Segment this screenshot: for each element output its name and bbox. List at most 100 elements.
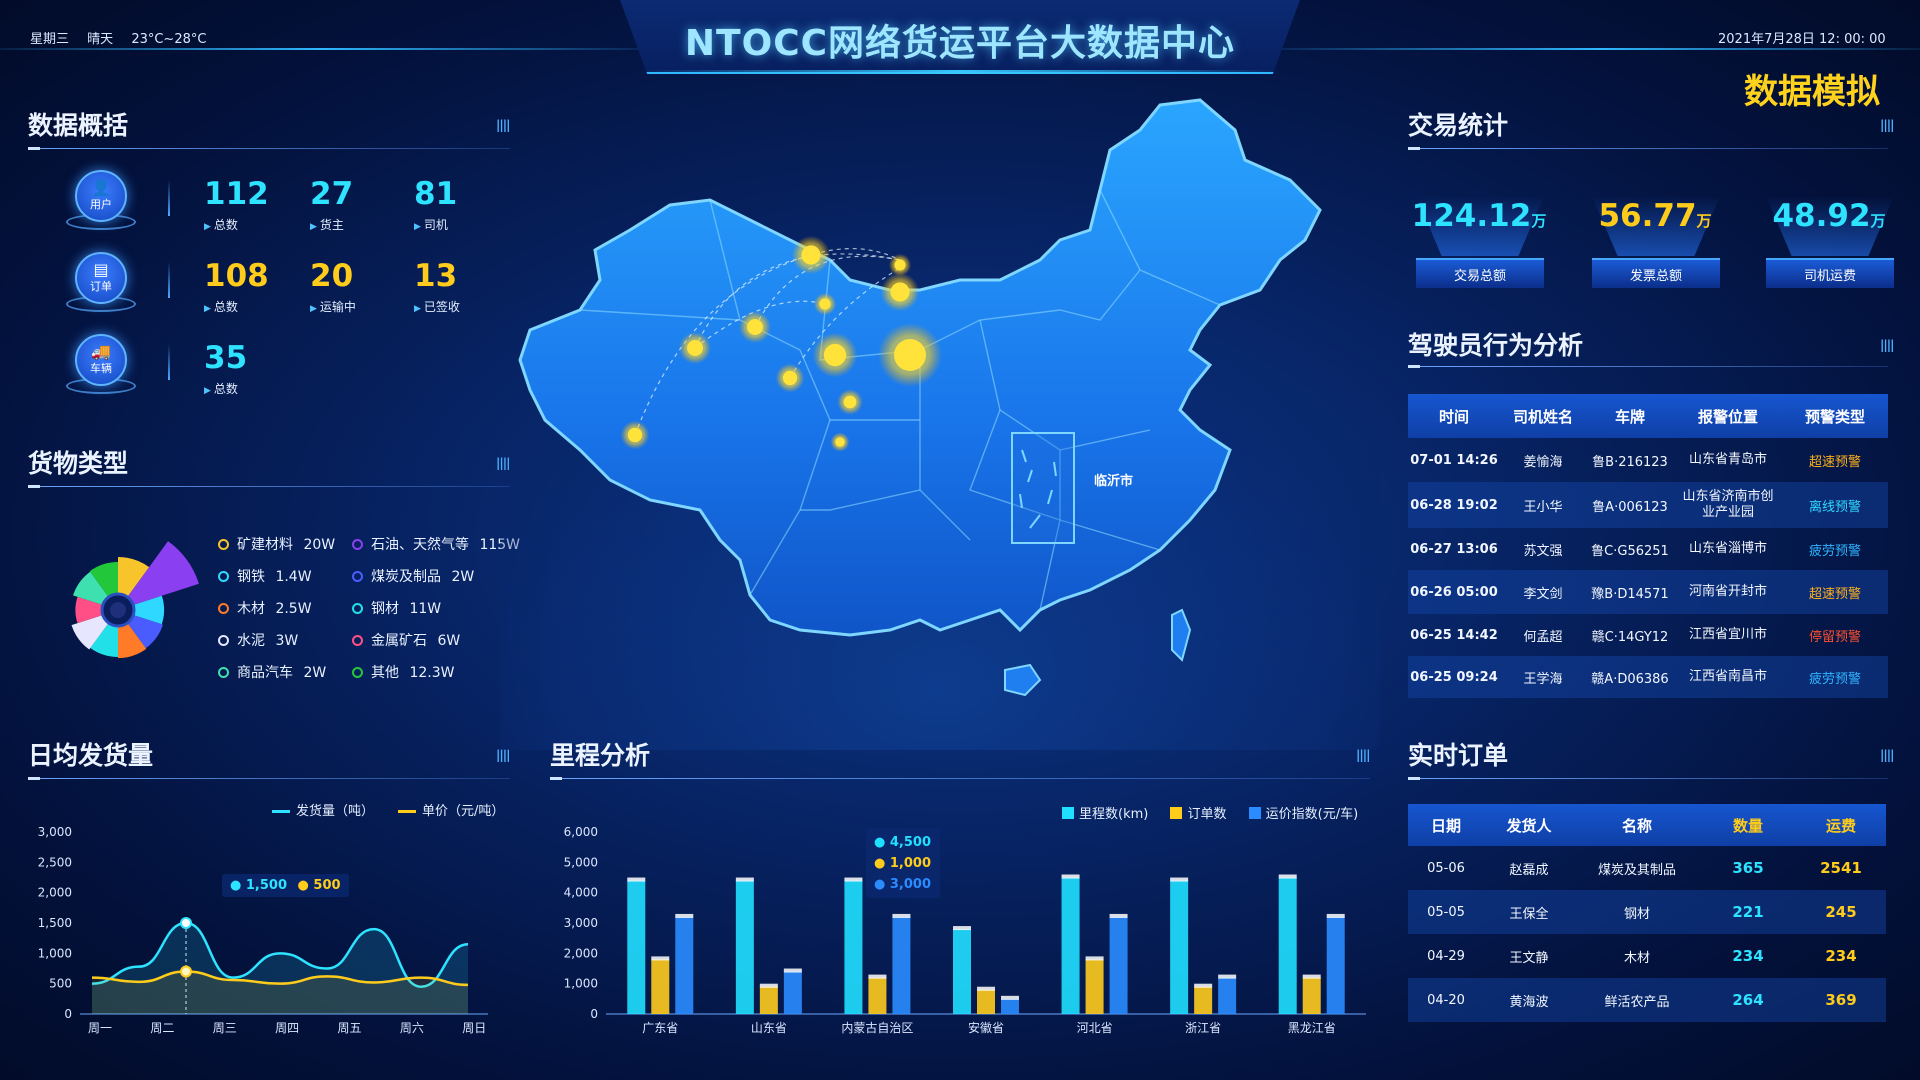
driver-col-header[interactable]: 时间 [1438, 407, 1469, 426]
orders-row[interactable]: 04-29 王文静 木材 234 234 [1408, 934, 1886, 978]
mileage-bar[interactable] [1218, 977, 1237, 1014]
map-city-dot[interactable] [835, 437, 845, 447]
orders-col-header[interactable]: 日期 [1430, 816, 1461, 835]
mileage-bar[interactable] [892, 916, 911, 1014]
cargo-slice[interactable] [71, 614, 109, 650]
orders-cell-sender: 赵磊成 [1509, 862, 1549, 878]
driver-cell-type: 停留预警 [1808, 629, 1861, 645]
mileage-bar[interactable] [1085, 959, 1104, 1014]
mileage-bar-cap [1109, 913, 1128, 918]
cargo-slice[interactable] [118, 622, 147, 659]
overview-stat-label: 运输中 [310, 298, 356, 315]
orders-row[interactable]: 05-06 赵磊成 煤炭及其制品 365 2541 [1408, 846, 1886, 890]
map-city-dot[interactable] [894, 339, 926, 371]
orders-cell-date: 04-29 [1427, 948, 1465, 964]
daily-legend-price: 单价（元/吨） [398, 800, 504, 819]
daily-tooltip: ● 1,500 ● 500 [222, 874, 349, 897]
china-map[interactable] [500, 90, 1380, 750]
driver-row[interactable]: 06-26 05:00 李文剑 豫B·D14571 河南省开封市 超速预警 [1408, 570, 1888, 614]
map-city-dot[interactable] [801, 245, 821, 265]
data-simulation-button[interactable]: 数据模拟 [1744, 72, 1880, 112]
cargo-slice[interactable] [75, 596, 103, 624]
mileage-bar[interactable] [1194, 986, 1213, 1014]
orders-col-header[interactable]: 发货人 [1506, 816, 1552, 835]
mileage-bar[interactable] [1302, 977, 1321, 1014]
driver-row[interactable]: 06-25 14:42 何孟超 赣C·14GY12 江西省宜川市 停留预警 [1408, 614, 1888, 656]
trade-light-cone [1592, 196, 1720, 256]
cargo-slice[interactable] [127, 614, 163, 649]
cargo-slice[interactable] [73, 571, 109, 606]
mileage-bar[interactable] [759, 986, 778, 1014]
driver-col-header[interactable]: 司机姓名 [1512, 407, 1573, 426]
mileage-bar[interactable] [1109, 916, 1128, 1014]
orders-row[interactable]: 05-05 王保全 钢材 221 245 [1408, 890, 1886, 934]
orders-cell-name: 钢材 [1623, 906, 1650, 922]
mileage-bar[interactable] [844, 880, 863, 1014]
cargo-slice[interactable] [90, 622, 118, 658]
map-city-dot[interactable] [819, 298, 831, 310]
overview-stat-value: 108 [204, 258, 269, 294]
overview-rule [28, 147, 510, 150]
mileage-y-tick: 4,000 [564, 886, 598, 900]
overview-divider [168, 180, 170, 216]
cargo-legend-item: 其他 12.3W [352, 662, 454, 682]
trade-label: 交易总额 [1453, 268, 1506, 284]
driver-row[interactable]: 06-28 19:02 王小华 鲁A·006123 山东省济南市创业产业园 离线预警 [1408, 482, 1888, 528]
mileage-bar[interactable] [1061, 877, 1080, 1015]
map-city-dot[interactable] [782, 370, 798, 386]
orders-col-header[interactable]: 名称 [1621, 816, 1652, 835]
mileage-bar[interactable] [953, 929, 971, 1014]
orders-col-header[interactable]: 运费 [1825, 816, 1856, 835]
daily-ship-point[interactable] [180, 917, 192, 929]
cargo-slice[interactable] [89, 561, 118, 598]
cargo-legend-label: 矿建材料 [237, 537, 293, 553]
map-city-dot[interactable] [890, 282, 910, 302]
map-city-dot[interactable] [894, 259, 906, 271]
taiwan-island [1171, 608, 1192, 662]
map-city-dot[interactable] [747, 319, 763, 335]
orders-cell-date: 05-05 [1427, 904, 1465, 920]
daily-legend-ship: 发货量（吨） [272, 800, 374, 819]
cargo-slice[interactable] [118, 557, 150, 598]
mileage-y-tick: 2,000 [564, 946, 598, 960]
cargo-legend-dot [218, 667, 229, 678]
cargo-rose-chart [71, 541, 199, 659]
panel-bars-icon: |||| [496, 118, 510, 132]
map-city-dot[interactable] [627, 427, 643, 443]
daily-tooltip-ship: 1,500 [245, 878, 287, 893]
driver-row[interactable]: 06-27 13:06 苏文强 鲁C·G56251 山东省淄博市 疲劳预警 [1408, 528, 1888, 570]
cargo-slice[interactable] [133, 595, 165, 625]
driver-cell-loc: 山东省济南市创业产业园 [1682, 489, 1774, 520]
daily-x-tick: 周五 [338, 1021, 362, 1035]
map-city-dot[interactable] [843, 395, 857, 409]
daily-price-point[interactable] [180, 965, 192, 978]
driver-col-header[interactable]: 预警类型 [1804, 407, 1865, 426]
mileage-bar[interactable] [675, 916, 694, 1014]
mileage-bar[interactable] [627, 880, 646, 1014]
mileage-bar[interactable] [1278, 877, 1297, 1015]
mileage-bar[interactable] [735, 880, 754, 1014]
daily-x-tick: 周六 [400, 1021, 424, 1035]
cargo-slice[interactable] [127, 541, 199, 606]
mileage-bar-cap [1061, 874, 1080, 879]
map-city-dot[interactable] [823, 343, 847, 367]
driver-col-header[interactable]: 报警位置 [1697, 407, 1758, 426]
mileage-bar[interactable] [1326, 916, 1345, 1014]
cargo-legend-dot [352, 603, 363, 614]
mileage-bar[interactable] [977, 989, 995, 1014]
mileage-bar[interactable] [783, 971, 802, 1014]
mileage-bar[interactable] [1001, 998, 1019, 1014]
driver-col-header[interactable]: 车牌 [1614, 407, 1645, 426]
mileage-bar[interactable] [868, 977, 887, 1014]
map-city-dot[interactable] [687, 340, 703, 356]
daily-line-chart: 0 500 1,000 1,500 2,000 2,500 3,000 周一 周二 周三 周四 周五 周… [38, 825, 488, 1035]
mileage-bar[interactable] [1170, 880, 1189, 1014]
orders-row[interactable]: 04-20 黄海波 鲜活农产品 264 369 [1408, 978, 1886, 1022]
orders-col-header[interactable]: 数量 [1732, 816, 1763, 835]
mileage-bar[interactable] [651, 959, 670, 1014]
mileage-legend-orders: 订单数 [1187, 807, 1227, 822]
driver-row[interactable]: 06-25 09:24 王学海 赣A·D06386 江西省南昌市 疲劳预警 [1408, 656, 1888, 698]
driver-row[interactable]: 07-01 14:26 姜愉海 鲁B·216123 山东省青岛市 超速预警 [1408, 438, 1888, 482]
daily-y-tick: 2,000 [38, 886, 72, 900]
title-glow [640, 70, 1280, 74]
